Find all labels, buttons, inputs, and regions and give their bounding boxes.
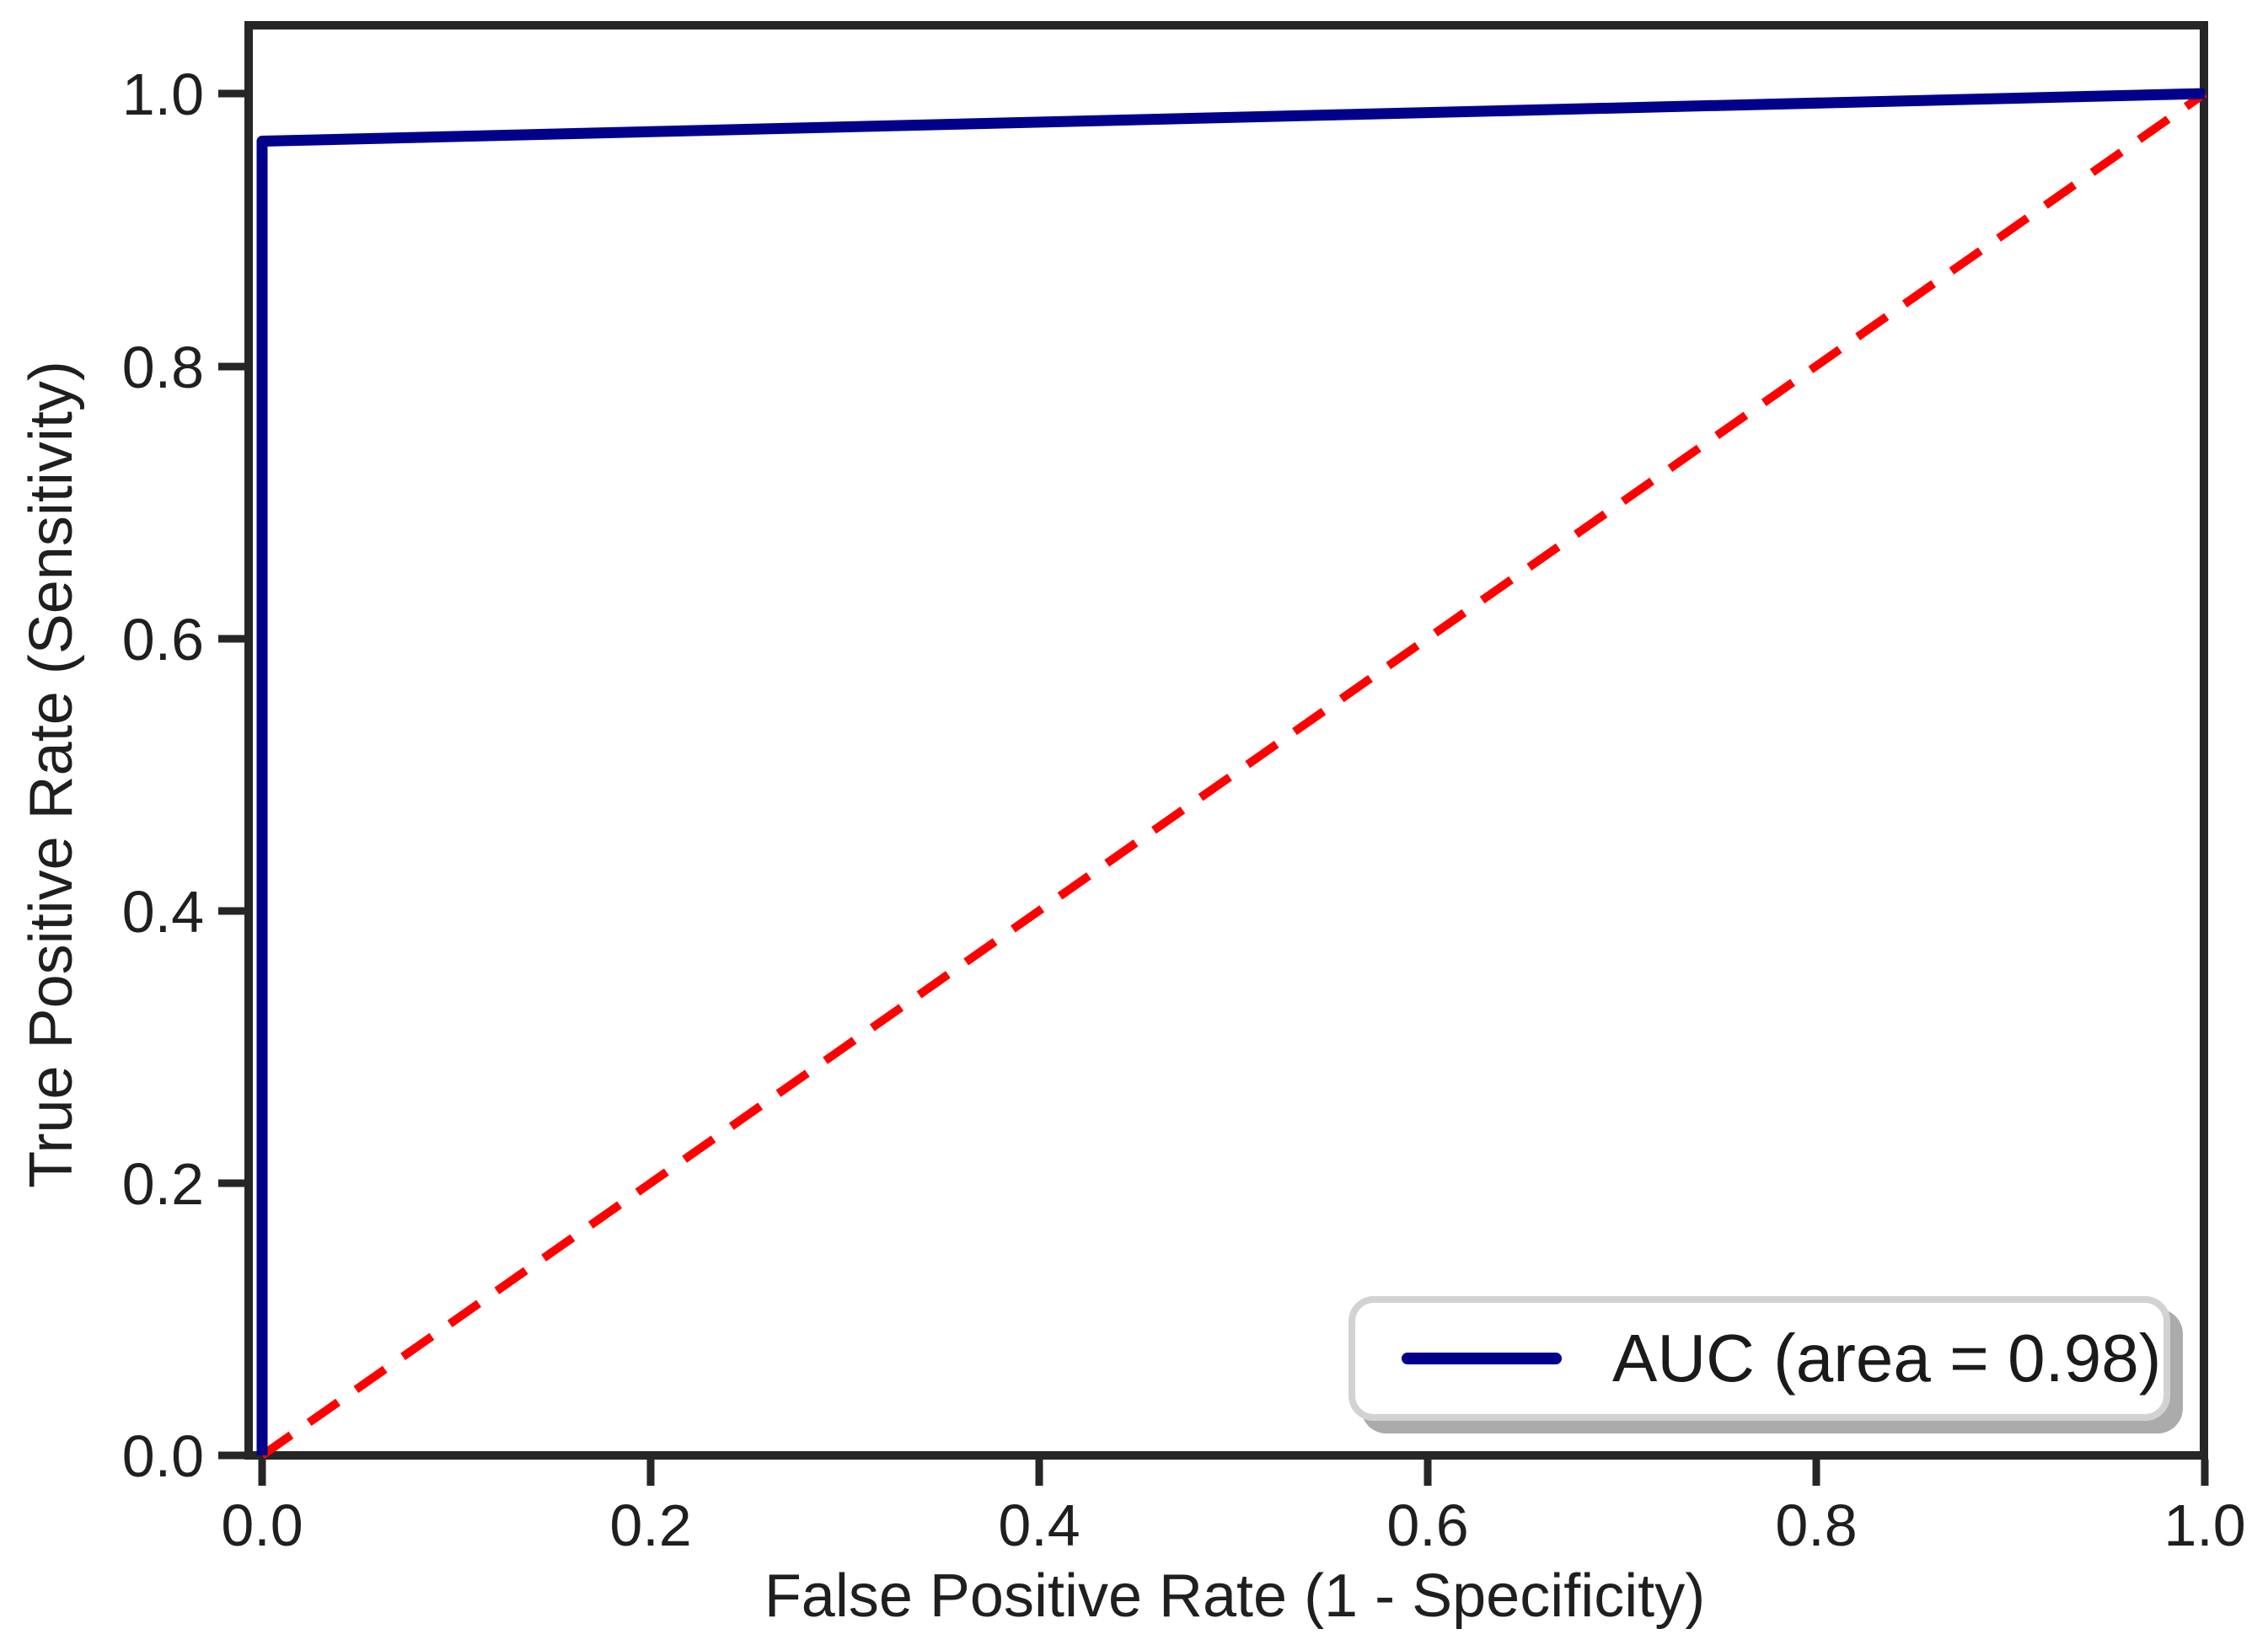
y-tick-label: 0.2 bbox=[122, 1151, 204, 1217]
y-axis-label: True Positive Rate (Sensitivity) bbox=[18, 361, 85, 1188]
x-axis-label: False Positive Rate (1 - Specificity) bbox=[764, 1562, 1705, 1630]
y-tick-label: 1.0 bbox=[122, 62, 204, 127]
y-tick-label: 0.8 bbox=[122, 335, 204, 400]
x-tick-label: 0.8 bbox=[1775, 1492, 1857, 1558]
legend-box: AUC (area = 0.98) bbox=[1348, 1296, 2170, 1421]
legend-label: AUC (area = 0.98) bbox=[1612, 1321, 2162, 1396]
x-tick-label: 0.4 bbox=[998, 1492, 1080, 1558]
x-tick-label: 0.6 bbox=[1386, 1492, 1468, 1558]
legend-roc-swatch bbox=[1402, 1353, 1562, 1364]
roc-curve-line bbox=[256, 88, 2206, 1455]
plot-border bbox=[244, 21, 2208, 1460]
x-tick-label: 0.0 bbox=[221, 1492, 303, 1558]
y-tick-label: 0.6 bbox=[122, 607, 204, 672]
chance-diagonal-line bbox=[260, 89, 2207, 1460]
x-tick-label: 1.0 bbox=[2163, 1492, 2245, 1558]
y-tick-label: 0.0 bbox=[122, 1423, 204, 1489]
y-tick-label: 0.4 bbox=[122, 879, 204, 945]
x-tick-label: 0.2 bbox=[609, 1492, 691, 1558]
